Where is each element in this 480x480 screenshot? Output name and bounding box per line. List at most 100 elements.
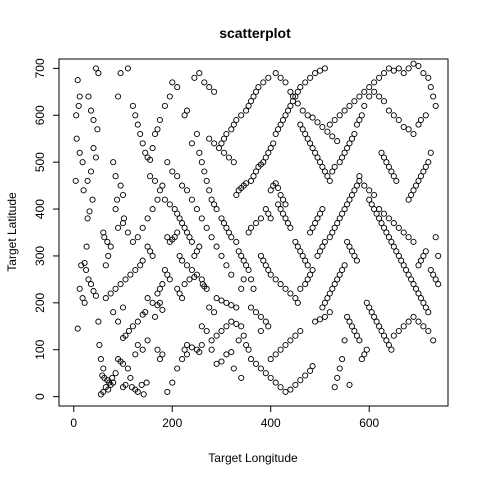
data-point xyxy=(231,160,236,165)
data-point xyxy=(372,89,377,94)
data-point xyxy=(75,78,80,83)
data-point xyxy=(172,207,177,212)
data-point xyxy=(155,291,160,296)
data-point xyxy=(345,314,350,319)
data-point xyxy=(170,80,175,85)
data-point xyxy=(199,216,204,221)
data-point xyxy=(111,160,116,165)
data-point xyxy=(175,230,180,235)
data-point xyxy=(180,357,185,362)
data-point xyxy=(258,314,263,319)
data-point xyxy=(224,324,229,329)
data-point xyxy=(234,239,239,244)
data-point xyxy=(152,178,157,183)
data-point xyxy=(234,305,239,310)
data-point xyxy=(428,150,433,155)
data-point xyxy=(377,207,382,212)
data-point xyxy=(315,120,320,125)
data-point xyxy=(189,267,194,272)
data-point xyxy=(82,300,87,305)
x-axis: 0 200 400 600 xyxy=(70,406,379,430)
data-point xyxy=(288,338,293,343)
data-point xyxy=(229,235,234,240)
data-point xyxy=(362,183,367,188)
data-point xyxy=(182,282,187,287)
data-point xyxy=(87,209,92,214)
data-point xyxy=(189,345,194,350)
data-point xyxy=(386,108,391,113)
data-point xyxy=(187,277,192,282)
data-point xyxy=(308,75,313,80)
data-point xyxy=(199,342,204,347)
data-point xyxy=(194,131,199,136)
data-point xyxy=(322,239,327,244)
data-point xyxy=(130,103,135,108)
data-point xyxy=(381,99,386,104)
data-point xyxy=(305,113,310,118)
data-point xyxy=(381,211,386,216)
data-point xyxy=(219,298,224,303)
data-point xyxy=(298,122,303,127)
data-point xyxy=(283,286,288,291)
data-point xyxy=(135,319,140,324)
data-point xyxy=(335,375,340,380)
data-point xyxy=(224,300,229,305)
data-point xyxy=(108,244,113,249)
data-point xyxy=(377,94,382,99)
data-point xyxy=(320,124,325,129)
chart-title: scatterplot xyxy=(219,25,291,41)
data-point xyxy=(263,371,268,376)
data-point xyxy=(271,141,276,146)
data-point xyxy=(202,169,207,174)
data-point xyxy=(224,263,229,268)
data-point xyxy=(140,225,145,230)
data-point xyxy=(406,127,411,132)
data-point xyxy=(135,235,140,240)
data-point xyxy=(139,382,144,387)
x-tick-label: 600 xyxy=(359,416,379,430)
data-point xyxy=(411,314,416,319)
data-point xyxy=(423,113,428,118)
x-tick-label: 200 xyxy=(162,416,182,430)
data-point xyxy=(204,328,209,333)
data-point xyxy=(327,310,332,315)
data-point xyxy=(167,277,172,282)
data-point xyxy=(93,155,98,160)
data-point xyxy=(391,333,396,338)
data-point xyxy=(162,197,167,202)
data-point xyxy=(335,139,340,144)
data-point xyxy=(155,127,160,132)
data-point xyxy=(322,66,327,71)
data-point xyxy=(167,202,172,207)
data-point xyxy=(115,197,120,202)
data-point xyxy=(423,249,428,254)
data-points xyxy=(73,61,441,397)
data-point xyxy=(337,113,342,118)
data-point xyxy=(204,178,209,183)
data-point xyxy=(342,108,347,113)
data-point xyxy=(246,230,251,235)
data-point xyxy=(209,235,214,240)
data-point xyxy=(428,85,433,90)
data-point xyxy=(88,108,93,113)
data-point xyxy=(372,192,377,197)
data-point xyxy=(77,94,82,99)
data-point xyxy=(101,366,106,371)
data-point xyxy=(377,75,382,80)
data-point xyxy=(436,253,441,258)
data-point xyxy=(396,66,401,71)
data-point xyxy=(98,357,103,362)
data-point xyxy=(184,108,189,113)
data-point xyxy=(180,183,185,188)
data-point xyxy=(426,310,431,315)
data-point xyxy=(180,258,185,263)
data-point xyxy=(258,366,263,371)
data-point xyxy=(175,85,180,90)
data-point xyxy=(224,131,229,136)
data-point xyxy=(416,63,421,68)
data-point xyxy=(125,66,130,71)
data-point xyxy=(278,75,283,80)
data-point xyxy=(123,277,128,282)
data-point xyxy=(313,71,318,76)
data-point xyxy=(322,314,327,319)
